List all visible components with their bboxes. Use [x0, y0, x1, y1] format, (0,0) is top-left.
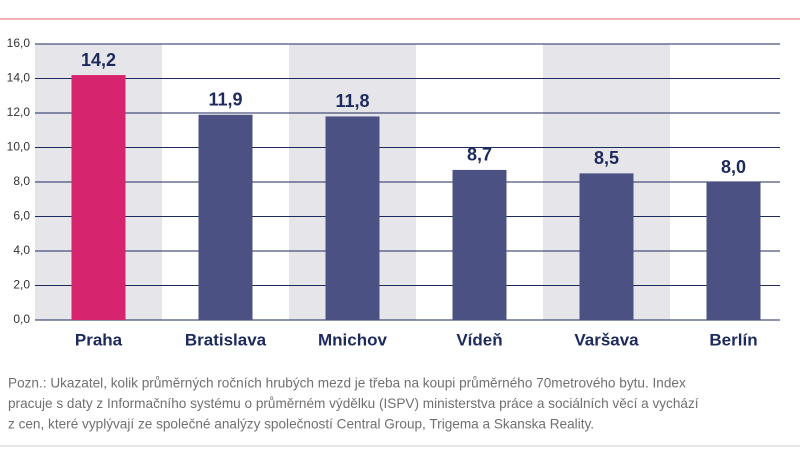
- note-line: pracuje s daty z Informačního systému o …: [8, 396, 699, 411]
- y-tick-label: 0,0: [13, 312, 30, 326]
- x-tick-label: Berlín: [709, 330, 757, 349]
- value-label: 11,8: [335, 91, 369, 111]
- y-tick-label: 8,0: [13, 174, 30, 188]
- x-tick-label: Praha: [75, 330, 123, 349]
- value-label: 8,0: [721, 157, 746, 177]
- x-tick-label: Varšava: [574, 330, 639, 349]
- y-tick-label: 16,0: [7, 36, 31, 50]
- y-tick-label: 14,0: [7, 71, 31, 85]
- value-label: 14,2: [81, 50, 116, 70]
- y-tick-label: 2,0: [13, 278, 30, 292]
- y-tick-label: 10,0: [7, 140, 31, 154]
- y-tick-label: 6,0: [13, 209, 30, 223]
- bar: [71, 75, 126, 320]
- bar: [198, 114, 253, 320]
- x-tick-label: Mnichov: [318, 330, 387, 349]
- note-line: z cen, které vyplývají ze společné analý…: [8, 417, 594, 432]
- y-tick-label: 4,0: [13, 243, 30, 257]
- bar: [325, 116, 380, 320]
- x-tick-label: Bratislava: [185, 330, 267, 349]
- bar: [579, 173, 634, 320]
- bar: [706, 182, 761, 320]
- x-tick-label: Vídeň: [456, 330, 502, 349]
- value-label: 8,5: [594, 148, 619, 168]
- bar: [452, 169, 507, 320]
- y-tick-label: 12,0: [7, 105, 31, 119]
- value-label: 11,9: [208, 89, 242, 109]
- value-label: 8,7: [467, 145, 492, 165]
- note-line: Pozn.: Ukazatel, kolik průměrných ročníc…: [8, 376, 686, 391]
